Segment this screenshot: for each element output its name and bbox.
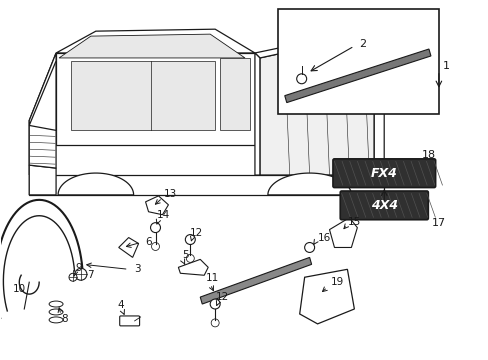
Polygon shape <box>299 269 354 324</box>
Text: 11: 11 <box>205 273 218 283</box>
Text: 10: 10 <box>13 284 26 294</box>
Polygon shape <box>71 61 215 130</box>
Circle shape <box>69 273 77 281</box>
Polygon shape <box>178 260 208 275</box>
Polygon shape <box>29 53 56 125</box>
Polygon shape <box>58 173 133 195</box>
Bar <box>277 9 438 113</box>
Text: 9: 9 <box>76 263 82 273</box>
Polygon shape <box>145 196 168 215</box>
Text: 14: 14 <box>157 210 170 220</box>
FancyBboxPatch shape <box>340 191 427 220</box>
Text: 6: 6 <box>145 237 152 247</box>
Text: 4: 4 <box>117 300 124 310</box>
Circle shape <box>150 223 160 233</box>
Polygon shape <box>200 257 311 304</box>
Circle shape <box>304 243 314 252</box>
Circle shape <box>211 319 219 327</box>
Polygon shape <box>29 165 56 195</box>
Circle shape <box>185 235 195 244</box>
Text: 19: 19 <box>330 277 344 287</box>
Text: 7: 7 <box>87 270 94 280</box>
Circle shape <box>186 255 194 262</box>
Polygon shape <box>56 29 254 53</box>
Polygon shape <box>329 218 357 247</box>
Text: 2: 2 <box>359 39 366 49</box>
Text: 17: 17 <box>431 218 445 228</box>
Text: 3: 3 <box>134 264 141 274</box>
Circle shape <box>75 268 87 280</box>
Polygon shape <box>267 173 351 195</box>
Ellipse shape <box>49 317 63 323</box>
Circle shape <box>296 74 306 84</box>
Polygon shape <box>373 33 384 180</box>
Circle shape <box>210 299 220 309</box>
Polygon shape <box>56 53 254 145</box>
Text: FX4: FX4 <box>370 167 397 180</box>
Text: 8: 8 <box>61 314 68 324</box>
Text: 16: 16 <box>317 233 330 243</box>
Polygon shape <box>220 58 249 130</box>
Ellipse shape <box>49 309 63 315</box>
Ellipse shape <box>49 301 63 307</box>
Polygon shape <box>284 49 430 103</box>
Text: 18: 18 <box>421 150 435 160</box>
Polygon shape <box>29 175 384 195</box>
Text: 12: 12 <box>189 228 203 238</box>
Text: 12: 12 <box>215 292 228 302</box>
Text: 4X4: 4X4 <box>370 199 397 212</box>
Text: 1: 1 <box>442 61 449 71</box>
Text: 13: 13 <box>163 189 177 199</box>
Circle shape <box>151 243 159 251</box>
Polygon shape <box>119 238 138 257</box>
Text: 15: 15 <box>347 217 360 227</box>
Polygon shape <box>59 34 244 58</box>
Text: 5: 5 <box>182 251 188 260</box>
Polygon shape <box>29 53 56 175</box>
Polygon shape <box>254 53 260 175</box>
Polygon shape <box>254 29 373 58</box>
FancyBboxPatch shape <box>332 159 435 188</box>
Polygon shape <box>260 33 373 175</box>
FancyBboxPatch shape <box>120 316 139 326</box>
Polygon shape <box>29 125 56 168</box>
